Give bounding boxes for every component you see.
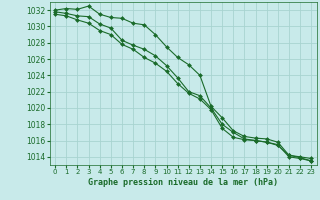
X-axis label: Graphe pression niveau de la mer (hPa): Graphe pression niveau de la mer (hPa)	[88, 178, 278, 187]
